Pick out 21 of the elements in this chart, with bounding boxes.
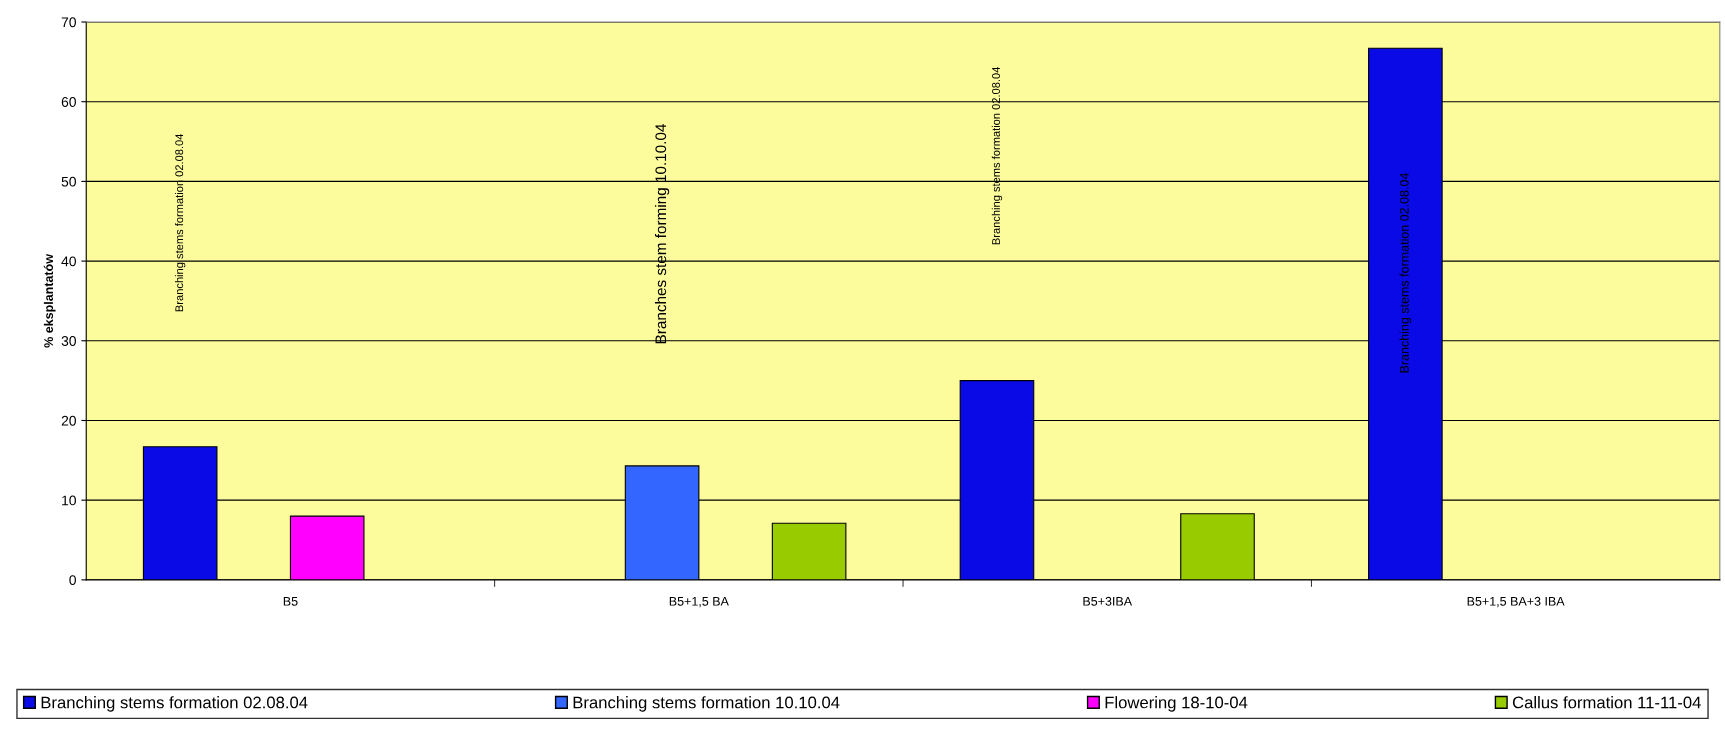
y-tick-label: 50: [61, 176, 76, 187]
x-tick-label: B5+1,5 BA+3 IBA: [1467, 596, 1565, 608]
y-tick-label: 0: [69, 575, 76, 586]
y-tick-label: 60: [61, 97, 76, 107]
annotation: Branching stems formation 02.08.04: [991, 66, 1003, 245]
y-tick-label: 70: [61, 17, 76, 28]
annotation: Branches stem forming 10.10.04: [654, 124, 670, 344]
y-tick-label: 10: [62, 495, 76, 506]
y-tick-label: 20: [61, 415, 76, 426]
annotation: Branching stems formation 02.08.04: [1399, 173, 1412, 373]
legend-label: Branching stems formation 02.08.04: [41, 696, 308, 712]
y-tick-label: 40: [61, 256, 76, 267]
y-axis-title: % eksplantatów: [43, 254, 56, 348]
x-tick-label: B5+1,5 BA: [669, 596, 729, 608]
legend-label: Branching stems formation 10.10.04: [573, 696, 840, 712]
x-tick-label: B5: [283, 596, 298, 606]
y-tick-label: 30: [61, 336, 76, 346]
x-tick-label: B5+3IBA: [1083, 596, 1133, 606]
annotation: Branching stems formation 02.08.04: [175, 133, 186, 312]
legend-label: Callus formation 11-11-04: [1512, 696, 1701, 709]
legend-label: Flowering 18-10-04: [1105, 696, 1248, 712]
